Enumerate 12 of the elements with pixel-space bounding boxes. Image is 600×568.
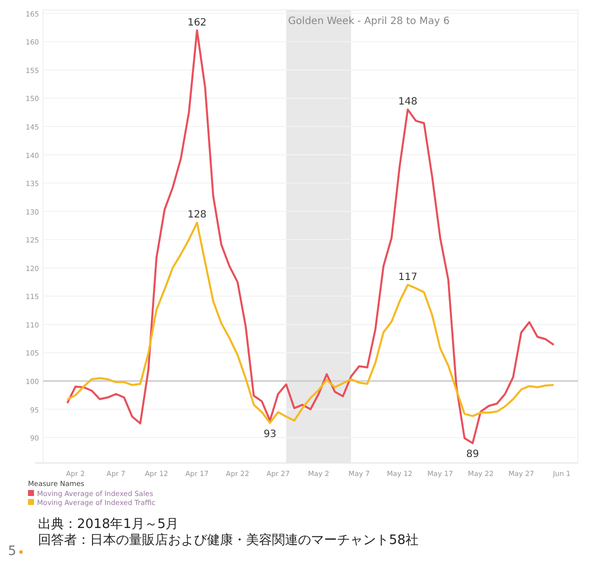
line-series xyxy=(66,29,555,444)
data-label: 93 xyxy=(264,428,276,440)
band-label: Golden Week - April 28 to May 6 xyxy=(288,16,450,27)
data-label: 89 xyxy=(466,449,479,460)
data-label: 162 xyxy=(187,17,207,28)
text: 5 xyxy=(8,544,16,559)
data-label: 128 xyxy=(187,210,207,221)
text: 回答者：日本の量販店および健康・美容関連のマーチャント58社 xyxy=(38,532,419,548)
line-series xyxy=(66,222,555,424)
data-label: 117 xyxy=(398,272,418,283)
source-note: 出典：2018年1月～5月 xyxy=(38,517,179,532)
data-label: 148 xyxy=(398,96,418,108)
